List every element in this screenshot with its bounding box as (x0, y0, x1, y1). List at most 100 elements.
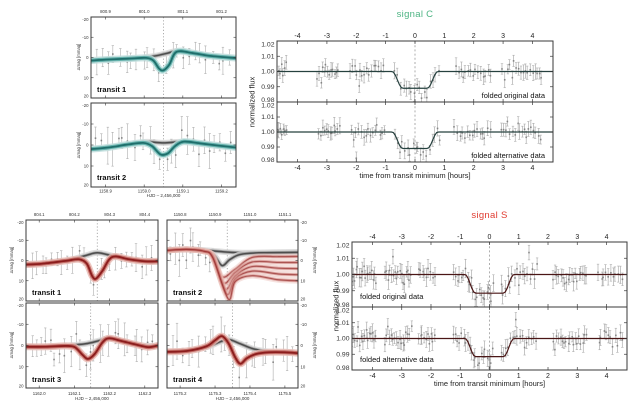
folded-alternative-label-s: folded alternative data (360, 355, 434, 364)
svg-text:1: 1 (517, 373, 521, 380)
dmag-label-red-l2: Δmag [mmag] (8, 331, 14, 359)
svg-text:1.02: 1.02 (261, 103, 274, 110)
teal-transit-2-label: transit 2 (97, 173, 127, 182)
svg-text:20: 20 (84, 183, 89, 188)
svg-text:-20: -20 (301, 220, 308, 225)
svg-text:800.9: 800.9 (100, 9, 111, 14)
dmag-label-red-l1: Δmag [mmag] (8, 246, 14, 274)
svg-text:0.98: 0.98 (261, 97, 274, 104)
svg-text:1175.3: 1175.3 (209, 391, 222, 396)
svg-text:1.02: 1.02 (336, 308, 349, 315)
svg-text:0: 0 (301, 343, 304, 348)
svg-text:0.99: 0.99 (261, 144, 274, 151)
svg-text:-4: -4 (369, 373, 375, 380)
svg-text:-10: -10 (82, 35, 89, 40)
svg-text:801.1: 801.1 (177, 9, 188, 14)
svg-text:4: 4 (530, 33, 534, 40)
svg-text:1.02: 1.02 (336, 243, 349, 250)
svg-text:3: 3 (501, 33, 505, 40)
svg-text:-4: -4 (294, 165, 300, 172)
svg-text:-2: -2 (428, 373, 434, 380)
svg-text:0.99: 0.99 (261, 84, 274, 91)
dmag-label-teal-2: Δmag [mmag] (75, 131, 81, 159)
svg-text:1: 1 (517, 234, 521, 241)
red-transit-2-label: transit 2 (173, 288, 203, 297)
svg-text:-10: -10 (301, 238, 308, 243)
svg-text:-2: -2 (353, 165, 359, 172)
red-transit-4-label: transit 4 (173, 375, 203, 384)
svg-text:10: 10 (301, 278, 306, 283)
svg-text:1151.1: 1151.1 (278, 212, 291, 217)
svg-text:10: 10 (84, 164, 89, 169)
svg-text:1.02: 1.02 (261, 42, 274, 49)
dmag-label-teal-1: Δmag [mmag] (75, 43, 81, 71)
hjd-label-red-right: HJD – 2,456,000 (215, 396, 250, 401)
dmag-label-red-r1: Δmag [mmag] (311, 246, 317, 274)
svg-text:3: 3 (575, 234, 579, 241)
svg-text:1175.5: 1175.5 (278, 391, 291, 396)
svg-text:1175.2: 1175.2 (174, 391, 187, 396)
svg-text:801.2: 801.2 (216, 9, 227, 14)
svg-text:1.00: 1.00 (261, 69, 274, 76)
svg-text:0: 0 (21, 258, 24, 263)
svg-text:-10: -10 (17, 238, 24, 243)
yaxis-label-s: normalized flux (331, 280, 341, 332)
svg-text:-4: -4 (294, 33, 300, 40)
svg-text:804.3: 804.3 (104, 212, 115, 217)
svg-text:0: 0 (86, 55, 89, 60)
svg-text:10: 10 (301, 364, 306, 369)
svg-text:20: 20 (301, 384, 306, 389)
svg-text:804.1: 804.1 (34, 212, 45, 217)
svg-text:-1: -1 (383, 33, 389, 40)
red-transit-3-label: transit 3 (32, 375, 62, 384)
hjd-label-teal: HJD – 2,456,000 (146, 193, 181, 198)
svg-text:1.01: 1.01 (336, 320, 349, 327)
hjd-label-red-left: HJD – 2,456,000 (75, 396, 109, 401)
svg-text:0.98: 0.98 (336, 365, 349, 372)
signal-s-title: signal S (471, 210, 508, 221)
svg-text:0: 0 (413, 33, 417, 40)
svg-text:-3: -3 (399, 234, 405, 241)
svg-text:1159.2: 1159.2 (215, 189, 228, 194)
svg-text:0.99: 0.99 (336, 288, 349, 295)
red-transit-1-label: transit 1 (32, 288, 62, 297)
svg-text:0: 0 (413, 165, 417, 172)
svg-text:-2: -2 (353, 33, 359, 40)
svg-text:-20: -20 (17, 303, 24, 308)
svg-text:0: 0 (21, 343, 24, 348)
svg-text:2: 2 (472, 33, 476, 40)
svg-text:804.2: 804.2 (69, 212, 80, 217)
svg-text:-10: -10 (301, 322, 308, 327)
svg-text:1158.9: 1158.9 (99, 189, 112, 194)
svg-text:20: 20 (19, 297, 24, 302)
folded-original-label-c: folded original data (481, 91, 545, 100)
svg-text:804.4: 804.4 (139, 212, 150, 217)
teal-transit-1-label: transit 1 (97, 85, 127, 94)
svg-text:3: 3 (575, 373, 579, 380)
yaxis-label-c: normalized flux (247, 76, 257, 128)
svg-text:0: 0 (301, 258, 304, 263)
svg-text:0.98: 0.98 (336, 302, 349, 309)
svg-text:1159.1: 1159.1 (176, 189, 189, 194)
svg-text:801.0: 801.0 (139, 9, 150, 14)
svg-text:-1: -1 (457, 373, 463, 380)
svg-text:-3: -3 (399, 373, 405, 380)
svg-text:0.98: 0.98 (261, 157, 274, 164)
svg-text:1.00: 1.00 (336, 272, 349, 279)
svg-text:0: 0 (488, 373, 492, 380)
svg-text:1162.0: 1162.0 (33, 391, 46, 396)
svg-text:1151.0: 1151.0 (244, 212, 257, 217)
svg-text:-20: -20 (17, 220, 24, 225)
svg-text:1159.0: 1159.0 (138, 189, 151, 194)
svg-text:20: 20 (19, 384, 24, 389)
svg-text:-20: -20 (82, 103, 89, 108)
svg-text:4: 4 (605, 234, 609, 241)
folded-original-label-s: folded original data (360, 292, 424, 301)
svg-text:1162.2: 1162.2 (103, 391, 116, 396)
svg-text:1.00: 1.00 (261, 129, 274, 136)
svg-text:4: 4 (605, 373, 609, 380)
svg-text:1.01: 1.01 (336, 255, 349, 262)
svg-text:1: 1 (442, 33, 446, 40)
svg-text:2: 2 (546, 373, 550, 380)
svg-text:-10: -10 (82, 122, 89, 127)
